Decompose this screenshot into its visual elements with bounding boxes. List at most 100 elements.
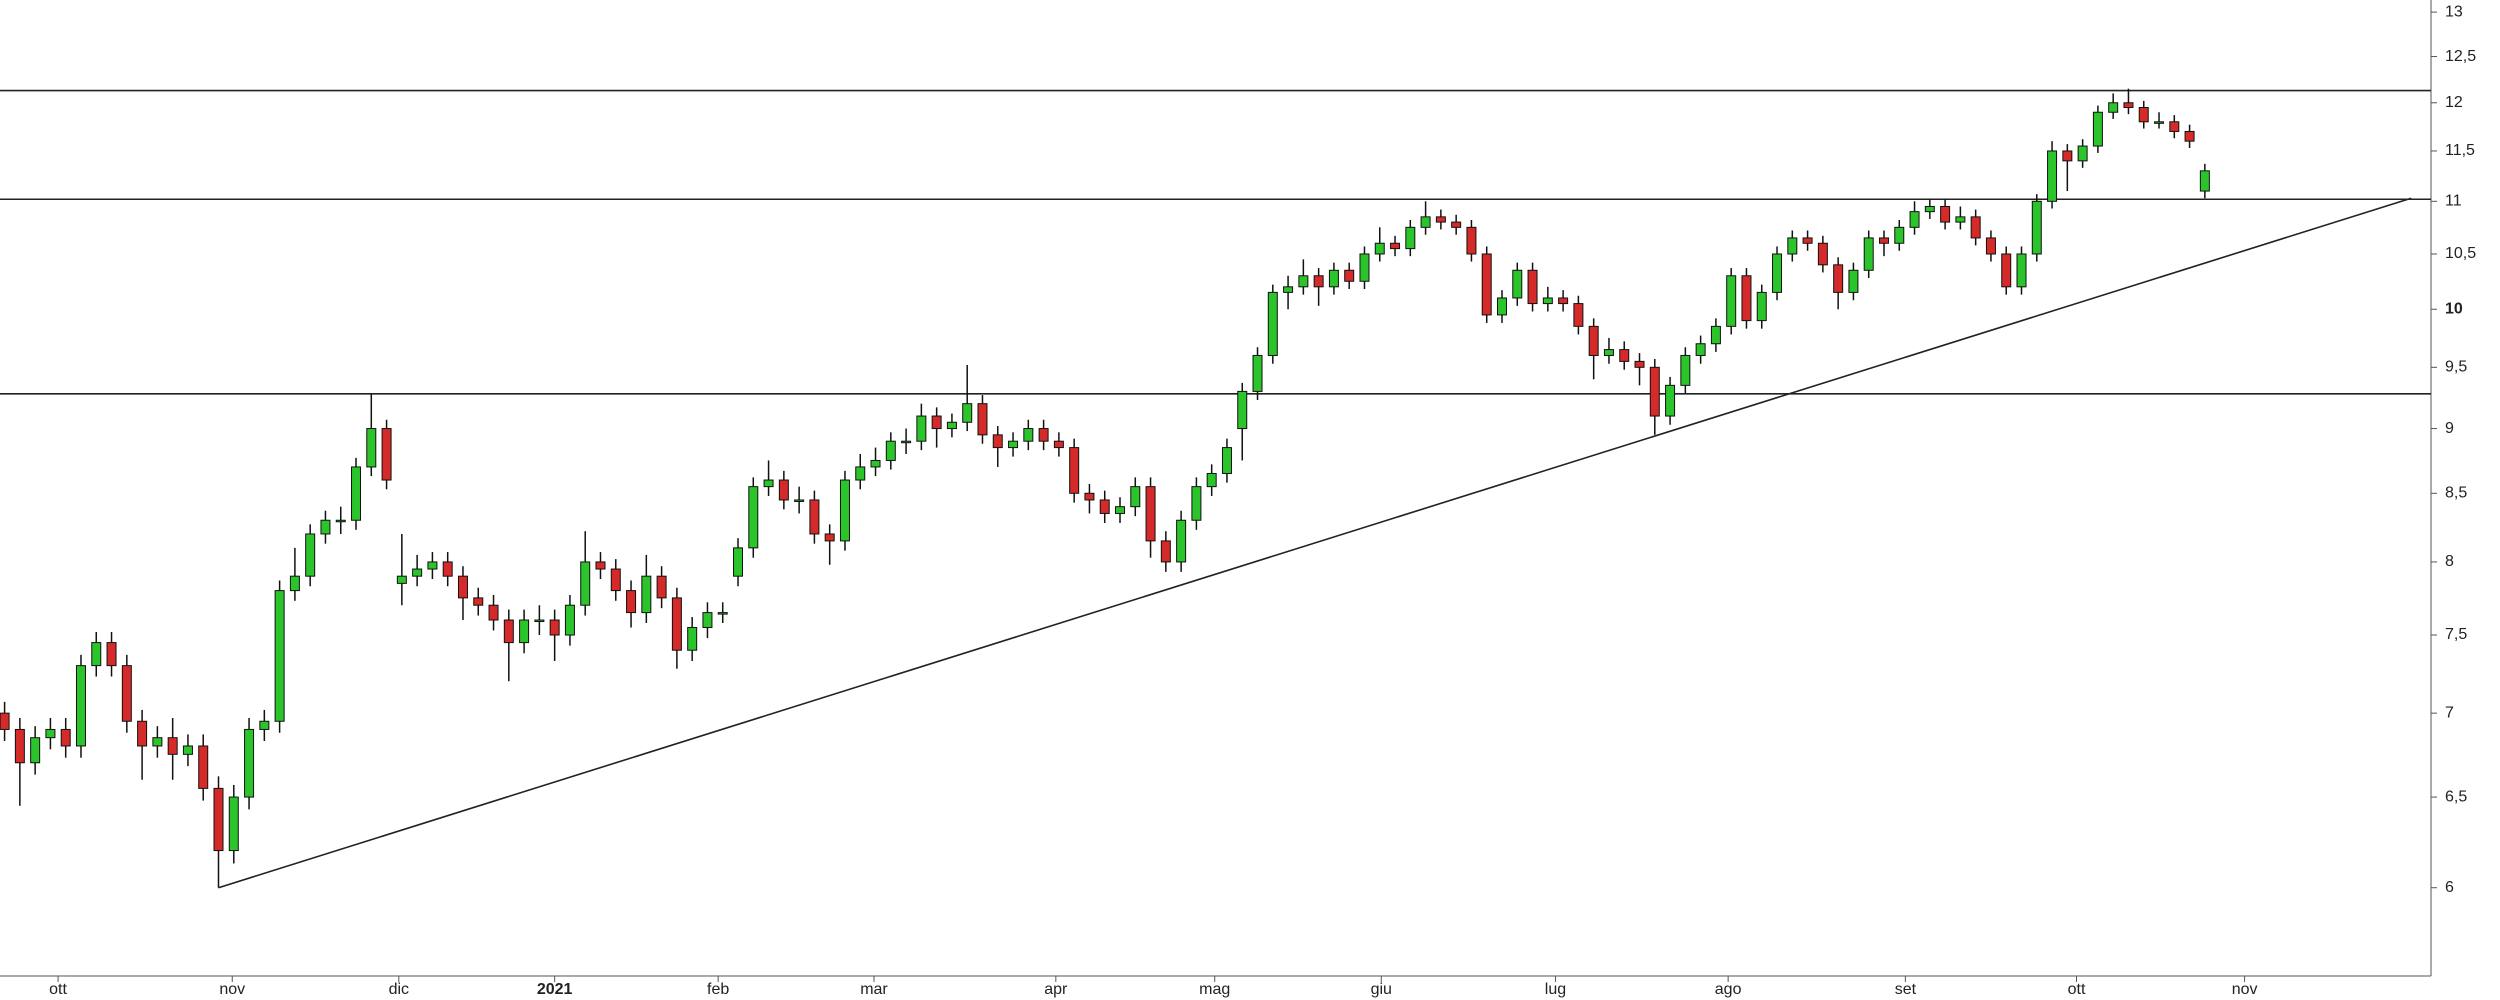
candle-body <box>687 626 698 651</box>
candle-body <box>1099 499 1110 514</box>
candle-body <box>1237 390 1248 430</box>
candle-body <box>182 745 193 755</box>
candle-body <box>14 728 25 764</box>
candle-body <box>1878 237 1889 244</box>
candle-body <box>30 737 41 764</box>
y-tick-label: 6 <box>2445 879 2454 896</box>
y-tick-label: 6,5 <box>2445 788 2467 805</box>
candle-body <box>1390 242 1401 250</box>
candle-body <box>442 561 453 577</box>
candle-body <box>946 421 957 430</box>
candle-body <box>1420 216 1431 228</box>
candle-body <box>794 499 805 502</box>
candle-body <box>1649 366 1660 417</box>
candle-body <box>1802 237 1813 244</box>
candle-body <box>733 547 744 577</box>
x-tick-label: lug <box>1545 981 1566 998</box>
candle-body <box>1451 221 1462 228</box>
candle-body <box>45 728 56 739</box>
x-tick-label: ago <box>1715 981 1742 998</box>
x-tick-label: ott <box>49 981 67 998</box>
candle-body <box>610 568 621 592</box>
candle-body <box>564 604 575 636</box>
candle-body <box>885 440 896 461</box>
candle-body <box>1008 440 1019 449</box>
y-tick-label: 7 <box>2445 704 2454 721</box>
candle-body <box>2199 170 2210 192</box>
candle-body <box>824 533 835 542</box>
candle-body <box>75 665 86 747</box>
candle-body <box>2062 150 2073 162</box>
candle-body <box>1558 297 1569 305</box>
y-tick-label: 11,5 <box>2445 142 2475 159</box>
y-tick-label: 10,5 <box>2445 245 2476 262</box>
candle-body <box>106 642 117 667</box>
candle-body <box>1252 354 1263 392</box>
candle-body <box>1527 269 1538 305</box>
candle-body <box>1940 205 1951 223</box>
x-tick-label: feb <box>707 981 729 998</box>
candle-body <box>901 440 912 444</box>
candle-body <box>763 479 774 488</box>
candle-body <box>1374 242 1385 255</box>
y-tick-label: 8 <box>2445 553 2454 570</box>
candle-body <box>1145 486 1156 542</box>
x-tick-label: mar <box>860 981 888 998</box>
candle-body <box>1206 472 1217 488</box>
candle-body <box>778 479 789 501</box>
x-tick-label: mag <box>1199 981 1230 998</box>
candle-body <box>152 737 163 747</box>
candle-body <box>1069 447 1080 494</box>
x-tick-label: nov <box>219 981 245 998</box>
candle-body <box>351 466 362 521</box>
candle-body <box>717 612 728 615</box>
y-tick-label: 9,5 <box>2445 359 2467 376</box>
candle-body <box>503 619 514 644</box>
candle-body <box>1084 492 1095 501</box>
candle-body <box>1298 275 1309 288</box>
candle-body <box>2138 107 2149 123</box>
x-tick-label: 2021 <box>537 981 573 998</box>
candle-body <box>412 568 423 577</box>
candle-body <box>2092 111 2103 147</box>
candle-body <box>1741 275 1752 322</box>
candle-body <box>1756 291 1767 322</box>
candle-body <box>0 712 10 730</box>
candle-body <box>1221 447 1232 474</box>
candle-body <box>1848 269 1859 293</box>
candle-body <box>213 787 224 852</box>
candle-body <box>2108 102 2119 113</box>
candle-body <box>1787 237 1798 255</box>
candle-body <box>839 479 850 542</box>
candle-body <box>427 561 438 570</box>
candle-body <box>1313 275 1324 288</box>
candle-body <box>1619 349 1630 362</box>
candle-body <box>2123 102 2134 109</box>
candle-body <box>1603 349 1614 356</box>
y-tick-label: 9 <box>2445 420 2454 437</box>
candle-body <box>1985 237 1996 255</box>
candle-body <box>1328 269 1339 288</box>
candle-body <box>137 720 148 747</box>
candle-body <box>534 619 545 623</box>
x-tick-label: nov <box>2232 981 2258 998</box>
candle-body <box>1359 253 1370 282</box>
y-tick-label: 13 <box>2445 3 2463 20</box>
candle-body <box>1817 242 1828 266</box>
candle-body <box>366 428 377 468</box>
candle-body <box>91 642 102 667</box>
candle-body <box>916 415 927 442</box>
candle-body <box>167 737 178 755</box>
candle-body <box>1191 486 1202 521</box>
candle-body <box>1772 253 1783 293</box>
x-tick-label: set <box>1895 981 1917 998</box>
candle-body <box>1435 216 1446 223</box>
y-tick-label: 7,5 <box>2445 626 2467 643</box>
candle-body <box>1573 303 1584 327</box>
candle-body <box>1160 540 1171 563</box>
candle-body <box>1909 211 1920 228</box>
candle-body <box>1680 354 1691 386</box>
candle-body <box>228 796 239 852</box>
